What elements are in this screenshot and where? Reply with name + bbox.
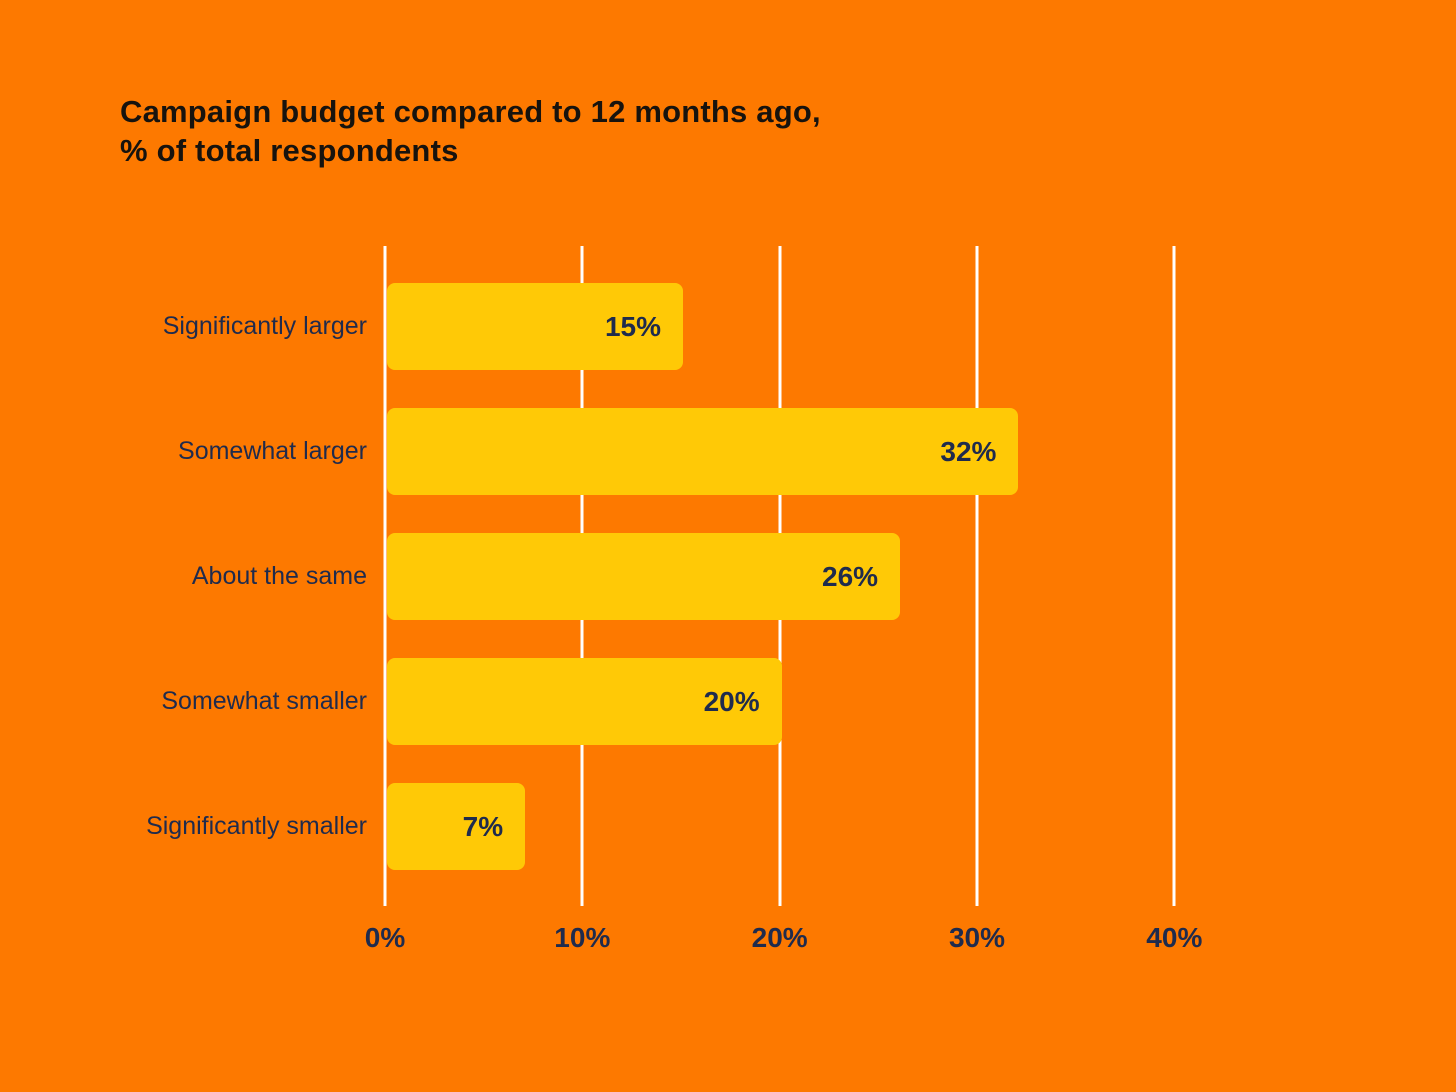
gridline <box>383 246 387 906</box>
bar-value-label: 26% <box>822 560 879 592</box>
x-tick-label: 20% <box>751 922 808 953</box>
chart-title: Campaign budget compared to 12 months ag… <box>120 94 821 168</box>
category-label: About the same <box>191 562 367 590</box>
bar-value-label: 7% <box>462 810 504 842</box>
x-tick-label: 10% <box>554 922 611 953</box>
category-label: Significantly larger <box>162 312 367 340</box>
x-tick-label: 30% <box>948 922 1006 953</box>
category-label: Somewhat smaller <box>161 687 367 715</box>
bar: 20% <box>387 658 782 745</box>
bar-value-label: 15% <box>604 310 661 342</box>
bar: 32% <box>387 408 1019 495</box>
category-label: Significantly smaller <box>146 812 367 840</box>
gridline <box>975 246 979 906</box>
category-label: Somewhat larger <box>178 437 367 465</box>
bar: 26% <box>387 533 901 620</box>
bar-value-label: 20% <box>703 685 760 717</box>
bar: 15% <box>387 283 683 370</box>
x-tick-label: 40% <box>1146 922 1203 953</box>
gridline <box>1172 246 1176 906</box>
bar: 7% <box>387 783 526 870</box>
plot-area: 15% 32% 26% 20% 7% <box>383 246 1273 906</box>
x-tick-label: 0% <box>364 922 406 953</box>
bar-value-label: 32% <box>940 435 997 467</box>
